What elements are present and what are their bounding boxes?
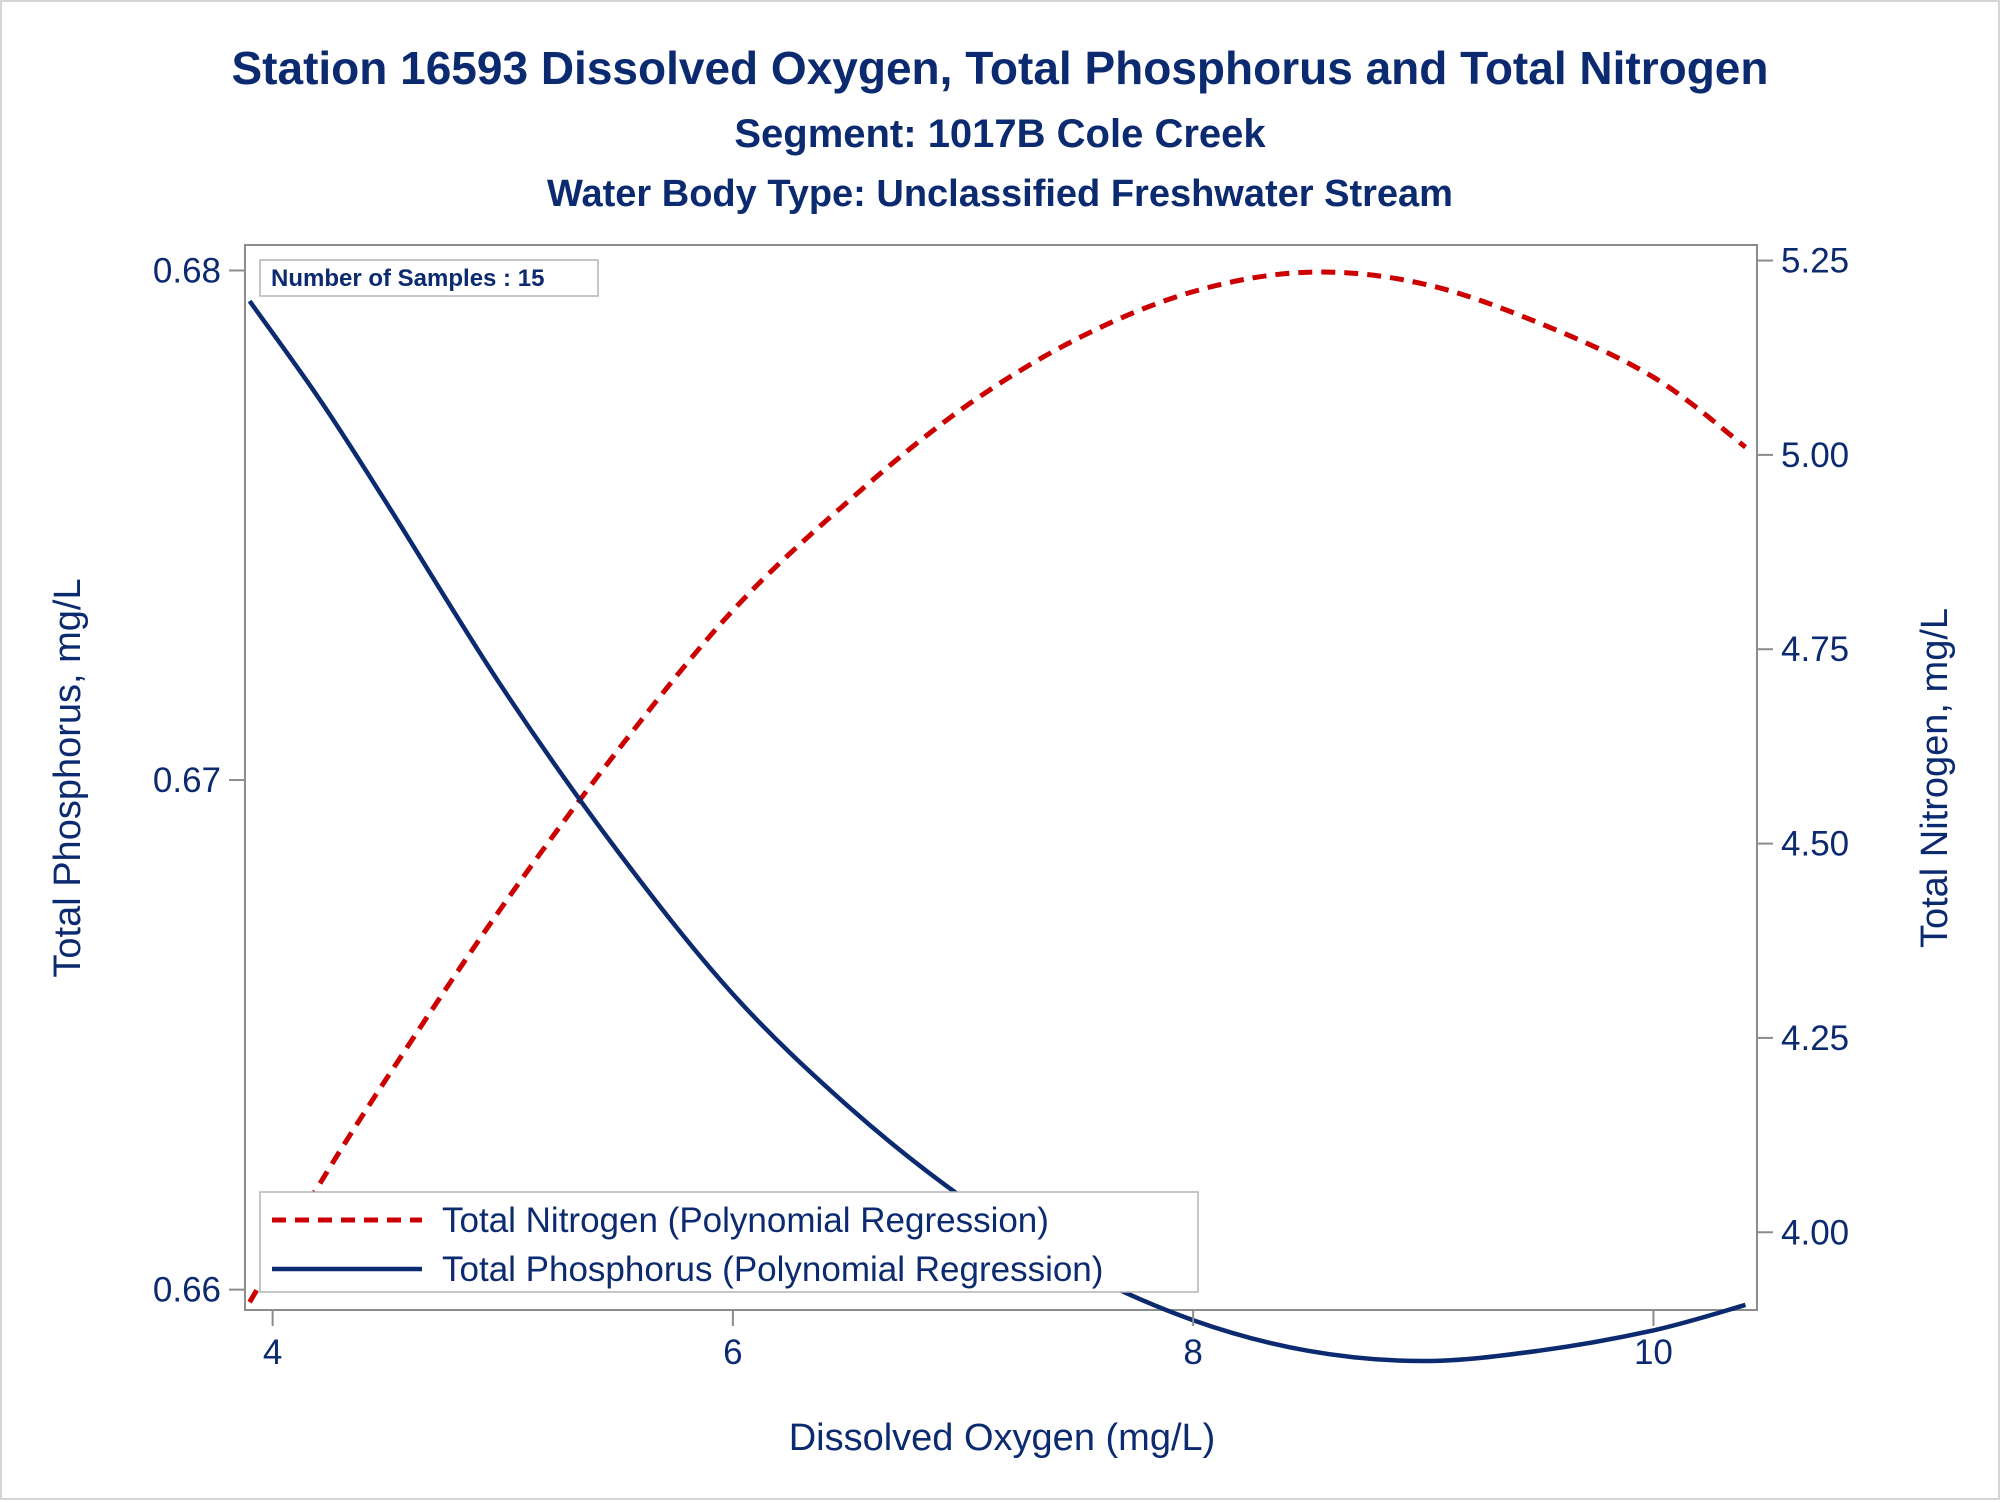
legend-box	[259, 1191, 1199, 1293]
y-right-tick-label: 4.00	[1781, 1213, 1849, 1252]
x-axis-ticks: 4 6 8 10	[263, 1310, 1673, 1372]
chart-subtitle-waterbody: Water Body Type: Unclassified Freshwater…	[547, 173, 1453, 215]
y-right-tick-label: 5.25	[1781, 242, 1849, 281]
y-left-tick-label: 0.66	[153, 1271, 221, 1310]
y-right-tick-label: 4.75	[1781, 630, 1849, 669]
y-right-axis-label: Total Nitrogen, mg/L	[1914, 608, 1956, 948]
y-left-tick-label: 0.67	[153, 761, 221, 800]
series-line-total-phosphorus	[247, 299, 1747, 1364]
x-tick-label: 6	[723, 1333, 742, 1372]
y-right-tick-label: 4.25	[1781, 1019, 1849, 1058]
chart-title: Station 16593 Dissolved Oxygen, Total Ph…	[231, 42, 1768, 94]
x-axis-label: Dissolved Oxygen (mg/L)	[789, 1417, 1216, 1459]
y-right-tick-label: 4.50	[1781, 825, 1849, 864]
sample-count-box	[259, 259, 599, 297]
y-left-axis-ticks: 0.66 0.67 0.68	[153, 251, 245, 1310]
x-tick-label: 8	[1183, 1333, 1202, 1372]
y-right-tick-label: 5.00	[1781, 436, 1849, 475]
series-line-total-nitrogen	[247, 269, 1748, 1304]
y-left-axis-label: Total Phosphorus, mg/L	[47, 578, 89, 977]
legend-label-total-nitrogen: Total Nitrogen (Polynomial Regression)	[442, 1201, 1049, 1240]
y-right-axis-ticks: 4.00 4.25 4.50 4.75 5.00 5.25	[1757, 242, 1849, 1252]
x-tick-label: 10	[1634, 1333, 1673, 1372]
plot-area	[244, 244, 1758, 1311]
x-tick-label: 4	[263, 1333, 282, 1372]
sample-count-text: Number of Samples : 15	[271, 265, 544, 292]
y-left-tick-label: 0.68	[153, 251, 221, 290]
chart-subtitle-segment: Segment: 1017B Cole Creek	[734, 112, 1266, 156]
legend-label-total-phosphorus: Total Phosphorus (Polynomial Regression)	[442, 1250, 1103, 1289]
legend: Total Nitrogen (Polynomial Regression) T…	[259, 1191, 1199, 1293]
